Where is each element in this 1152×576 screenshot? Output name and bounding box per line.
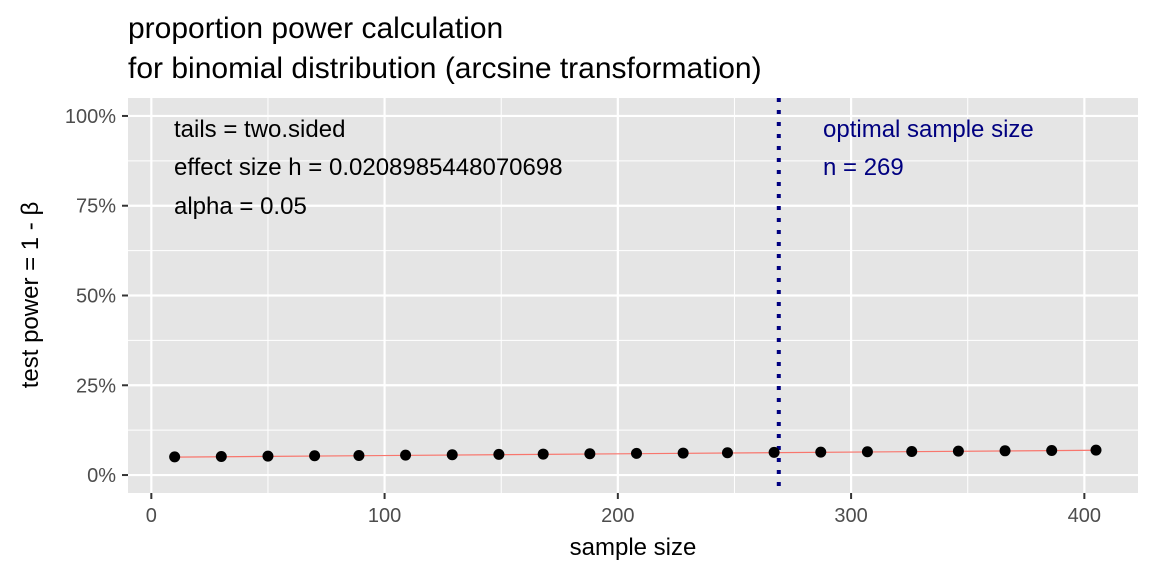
annotation-optimal-label: optimal sample size bbox=[823, 116, 1034, 143]
data-point bbox=[353, 449, 365, 461]
x-tick-labels: 0 100 200 300 400 bbox=[146, 505, 1101, 527]
data-point bbox=[952, 445, 964, 457]
y-tick-label: 100% bbox=[65, 106, 116, 128]
x-tick-label: 200 bbox=[601, 505, 634, 527]
data-point bbox=[537, 448, 549, 460]
y-tick-label: 75% bbox=[76, 196, 116, 218]
data-point bbox=[1090, 444, 1102, 456]
data-point bbox=[999, 445, 1011, 457]
data-point bbox=[400, 449, 412, 461]
x-tick-label: 300 bbox=[834, 505, 867, 527]
x-axis-label: sample size bbox=[570, 534, 697, 561]
annotation-optimal-n: n = 269 bbox=[823, 154, 904, 181]
axis-ticks bbox=[122, 114, 1086, 499]
data-point bbox=[721, 447, 733, 459]
points-layer bbox=[169, 444, 1102, 463]
data-point bbox=[262, 450, 274, 462]
grid-major bbox=[128, 98, 1138, 493]
chart-title-line-1: proportion power calculation bbox=[128, 12, 503, 45]
data-point bbox=[1046, 444, 1058, 456]
annotation-effect-size: effect size h = 0.0208985448070698 bbox=[174, 154, 563, 181]
y-tick-label: 0% bbox=[87, 465, 116, 487]
x-tick-label: 400 bbox=[1068, 505, 1101, 527]
data-point bbox=[906, 445, 918, 457]
y-axis-label: test power = 1 - β bbox=[17, 202, 44, 389]
y-tick-label: 50% bbox=[76, 286, 116, 308]
data-point bbox=[446, 449, 458, 461]
data-point bbox=[493, 448, 505, 460]
data-point bbox=[630, 447, 642, 459]
data-point bbox=[309, 450, 321, 462]
data-point bbox=[677, 447, 689, 459]
data-point bbox=[584, 448, 596, 460]
data-point bbox=[861, 446, 873, 458]
chart-title-line-2: for binomial distribution (arcsine trans… bbox=[128, 52, 762, 85]
data-point bbox=[215, 451, 227, 463]
y-tick-label: 25% bbox=[76, 375, 116, 397]
x-tick-label: 100 bbox=[368, 505, 401, 527]
y-tick-labels: 0% 25% 50% 75% 100% bbox=[65, 106, 116, 487]
data-point bbox=[768, 446, 780, 458]
data-point bbox=[169, 451, 181, 463]
annotation-tails: tails = two.sided bbox=[174, 116, 345, 143]
data-point bbox=[815, 446, 827, 458]
annotation-alpha: alpha = 0.05 bbox=[174, 193, 307, 220]
x-tick-label: 0 bbox=[146, 505, 157, 527]
